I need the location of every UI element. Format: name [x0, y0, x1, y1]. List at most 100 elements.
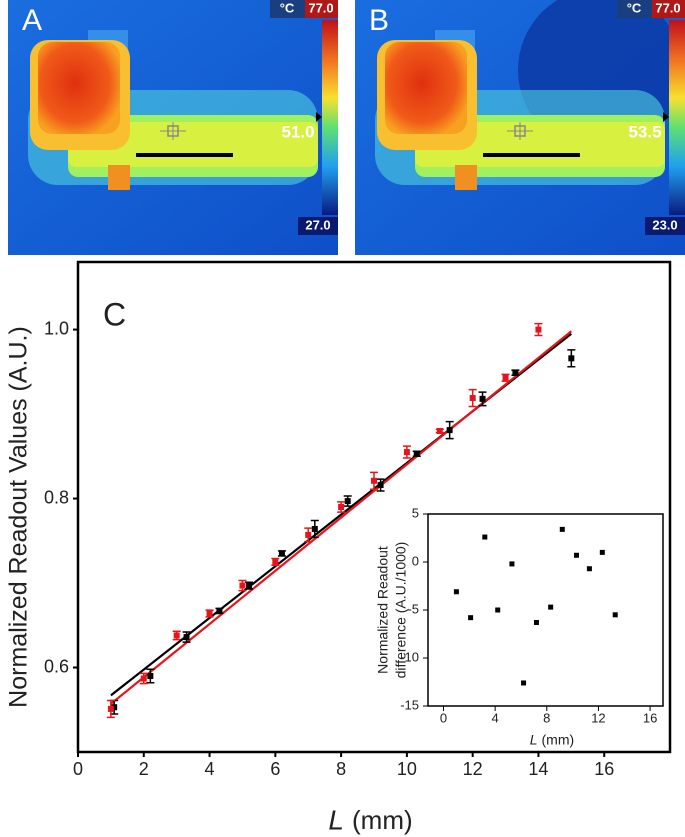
y-tick-label: 5	[412, 505, 419, 520]
data-point	[107, 705, 114, 712]
data-point	[573, 552, 579, 558]
max-temp: 77.0	[655, 0, 680, 15]
data-point	[446, 427, 453, 434]
fit-line	[110, 330, 573, 705]
y-axis-label: Normalized Readout Values (A.U.)	[5, 326, 33, 708]
data-point	[206, 610, 213, 617]
heated-bar-core	[415, 122, 665, 167]
unit: °C	[627, 0, 642, 15]
data-point	[548, 604, 554, 610]
data-point	[453, 589, 459, 595]
data-point	[612, 612, 618, 618]
heater	[38, 42, 120, 134]
y-tick-label: 0	[412, 553, 419, 568]
data-point	[246, 582, 253, 589]
plot-frame	[76, 260, 672, 754]
y-tick-label: 0.8	[44, 487, 69, 507]
max-temp: 77.0	[308, 0, 333, 15]
y-tick-label: -10	[400, 649, 419, 664]
panel-label: B	[369, 4, 389, 37]
data-point	[469, 395, 476, 402]
min-temp: 27.0	[305, 217, 330, 232]
data-point	[338, 504, 345, 510]
data-point	[147, 672, 154, 679]
data-point	[568, 355, 575, 362]
data-point	[436, 427, 443, 434]
unit-box	[617, 0, 652, 18]
data-point	[140, 675, 147, 682]
x-tick-label: 16	[594, 759, 614, 779]
min-box	[298, 217, 338, 235]
min-box	[645, 217, 685, 235]
data-point	[371, 477, 377, 484]
min-temp: 23.0	[652, 217, 677, 232]
unit: °C	[280, 0, 295, 15]
x-tick-label: 0	[440, 710, 447, 725]
x-tick-label: 0	[73, 759, 83, 779]
data-point	[533, 619, 539, 625]
heated-bar-core	[68, 122, 318, 167]
x-tick-label: 12	[591, 710, 605, 725]
x-axis-label: L	[530, 732, 538, 748]
data-point	[183, 634, 190, 641]
data-point	[311, 525, 318, 532]
data-point	[479, 395, 486, 402]
y-tick-label: 1.0	[44, 318, 69, 338]
y-tick-label: -5	[407, 601, 419, 616]
panel-label: C	[103, 296, 126, 332]
data-point	[559, 526, 565, 532]
plot-frame	[427, 513, 664, 707]
data-point	[344, 498, 351, 505]
thermal-panel: °C 77.0 23.0 53.5 B	[355, 0, 685, 255]
y-tick-label: 0.6	[44, 656, 69, 676]
colorbar	[322, 20, 338, 215]
data-point	[535, 326, 542, 333]
data-point	[468, 615, 474, 621]
data-point	[272, 558, 279, 565]
colorbar-pointer	[316, 112, 322, 122]
data-point	[216, 607, 223, 614]
max-box	[305, 0, 338, 18]
data-point	[495, 607, 501, 613]
y-tick-label: -15	[400, 697, 419, 712]
data-point	[502, 374, 509, 381]
x-axis-unit: (mm)	[352, 805, 413, 835]
x-tick-label: 4	[205, 759, 215, 779]
x-tick-label: 4	[492, 710, 499, 725]
x-tick-label: 6	[270, 759, 280, 779]
x-tick-label: 12	[463, 759, 483, 779]
y-axis-label: Normalized Readout	[375, 546, 391, 674]
readout: 53.5	[628, 122, 661, 141]
unit-box	[270, 0, 305, 18]
data-point	[111, 704, 118, 711]
data-point	[403, 449, 410, 456]
readout: 51.0	[281, 122, 314, 141]
max-box	[652, 0, 685, 18]
data-point	[413, 450, 420, 457]
stem	[455, 165, 477, 190]
x-tick-label: 10	[397, 759, 417, 779]
heater	[385, 42, 467, 134]
panel-label: A	[22, 4, 42, 37]
data-point	[173, 632, 180, 639]
x-tick-label: 8	[336, 759, 346, 779]
x-tick-label: 8	[543, 710, 550, 725]
data-point	[512, 369, 519, 376]
colorbar	[669, 20, 685, 215]
thermal-panel: °C 77.0 27.0 51.0 A	[8, 0, 338, 255]
x-tick-label: 14	[528, 759, 548, 779]
data-point	[239, 582, 246, 589]
data-point	[305, 531, 312, 538]
x-tick-label: 16	[643, 710, 657, 725]
x-axis-label: L	[328, 804, 344, 835]
x-axis-unit: (mm)	[542, 732, 575, 748]
data-point	[521, 680, 527, 686]
x-tick-label: 2	[139, 759, 149, 779]
data-point	[278, 550, 285, 557]
data-point	[377, 482, 384, 489]
colorbar-pointer	[663, 112, 669, 122]
data-point	[509, 561, 515, 567]
stem	[108, 165, 130, 190]
